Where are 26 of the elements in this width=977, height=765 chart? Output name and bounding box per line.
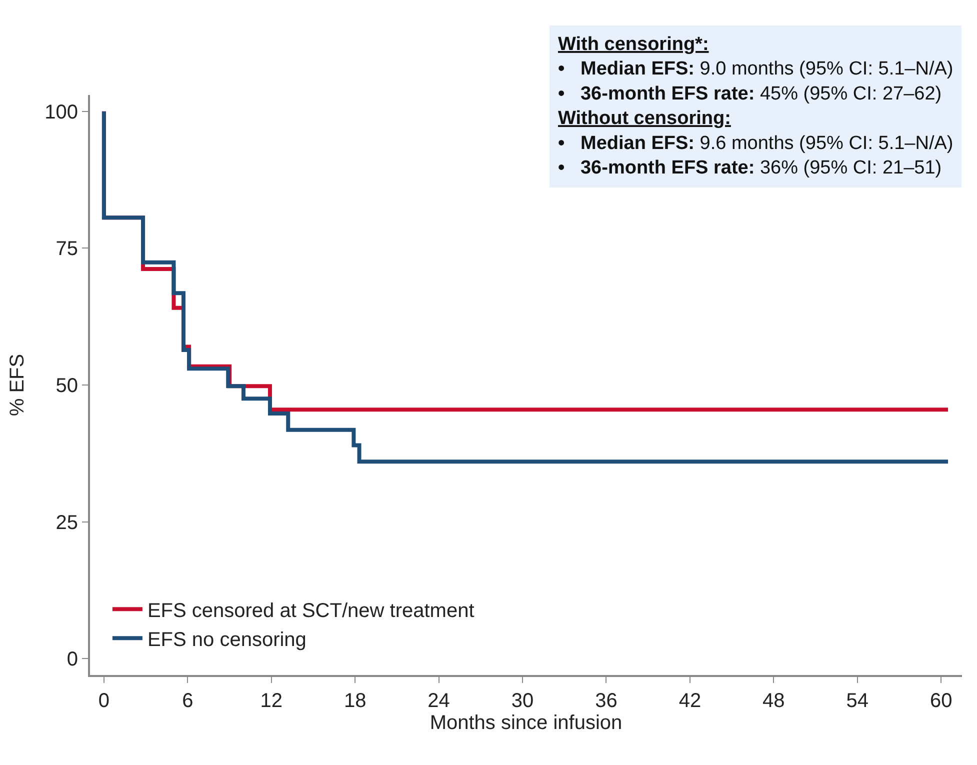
text: With censoring*: xyxy=(558,34,709,55)
x-tick-label: 6 xyxy=(182,690,194,712)
annotation: Without censoring: xyxy=(558,108,731,130)
y-tick-label: 25 xyxy=(56,512,78,534)
x-tick-label: 36 xyxy=(595,690,618,712)
annotation: • Median EFS: 9.6 months (95% CI: 5.1–N/A) xyxy=(558,132,954,154)
x-tick-label: 60 xyxy=(930,690,952,712)
legend-label: EFS censored at SCT/new treatment xyxy=(147,600,475,622)
x-tick-label: 42 xyxy=(678,690,702,712)
x-tick-label: 12 xyxy=(260,690,283,712)
y-tick-label: 75 xyxy=(56,238,78,260)
x-axis-title: Months since infusion xyxy=(430,712,622,734)
x-tick-label: 24 xyxy=(428,690,450,712)
y-tick-label: 50 xyxy=(56,375,78,397)
y-axis-title: % EFS xyxy=(6,354,29,416)
annotation: • 36-month EFS rate: 45% (95% CI: 27–62) xyxy=(558,83,942,104)
x-tick-label: 30 xyxy=(511,690,534,712)
y-tick-label: 0 xyxy=(66,648,78,671)
x-tick-label: 18 xyxy=(344,690,366,712)
x-tick-label: 54 xyxy=(846,690,868,712)
annotation: • 36-month EFS rate: 36% (95% CI: 21–51) xyxy=(558,158,942,178)
x-tick-label: 48 xyxy=(762,690,785,712)
y-tick-label: 100 xyxy=(44,101,78,124)
x-tick-label: 0 xyxy=(98,690,110,712)
legend-label: EFS no censoring xyxy=(147,628,306,651)
text: • Median EFS: 9.0 months (95% CI: 5.1–N/A) xyxy=(558,58,954,80)
